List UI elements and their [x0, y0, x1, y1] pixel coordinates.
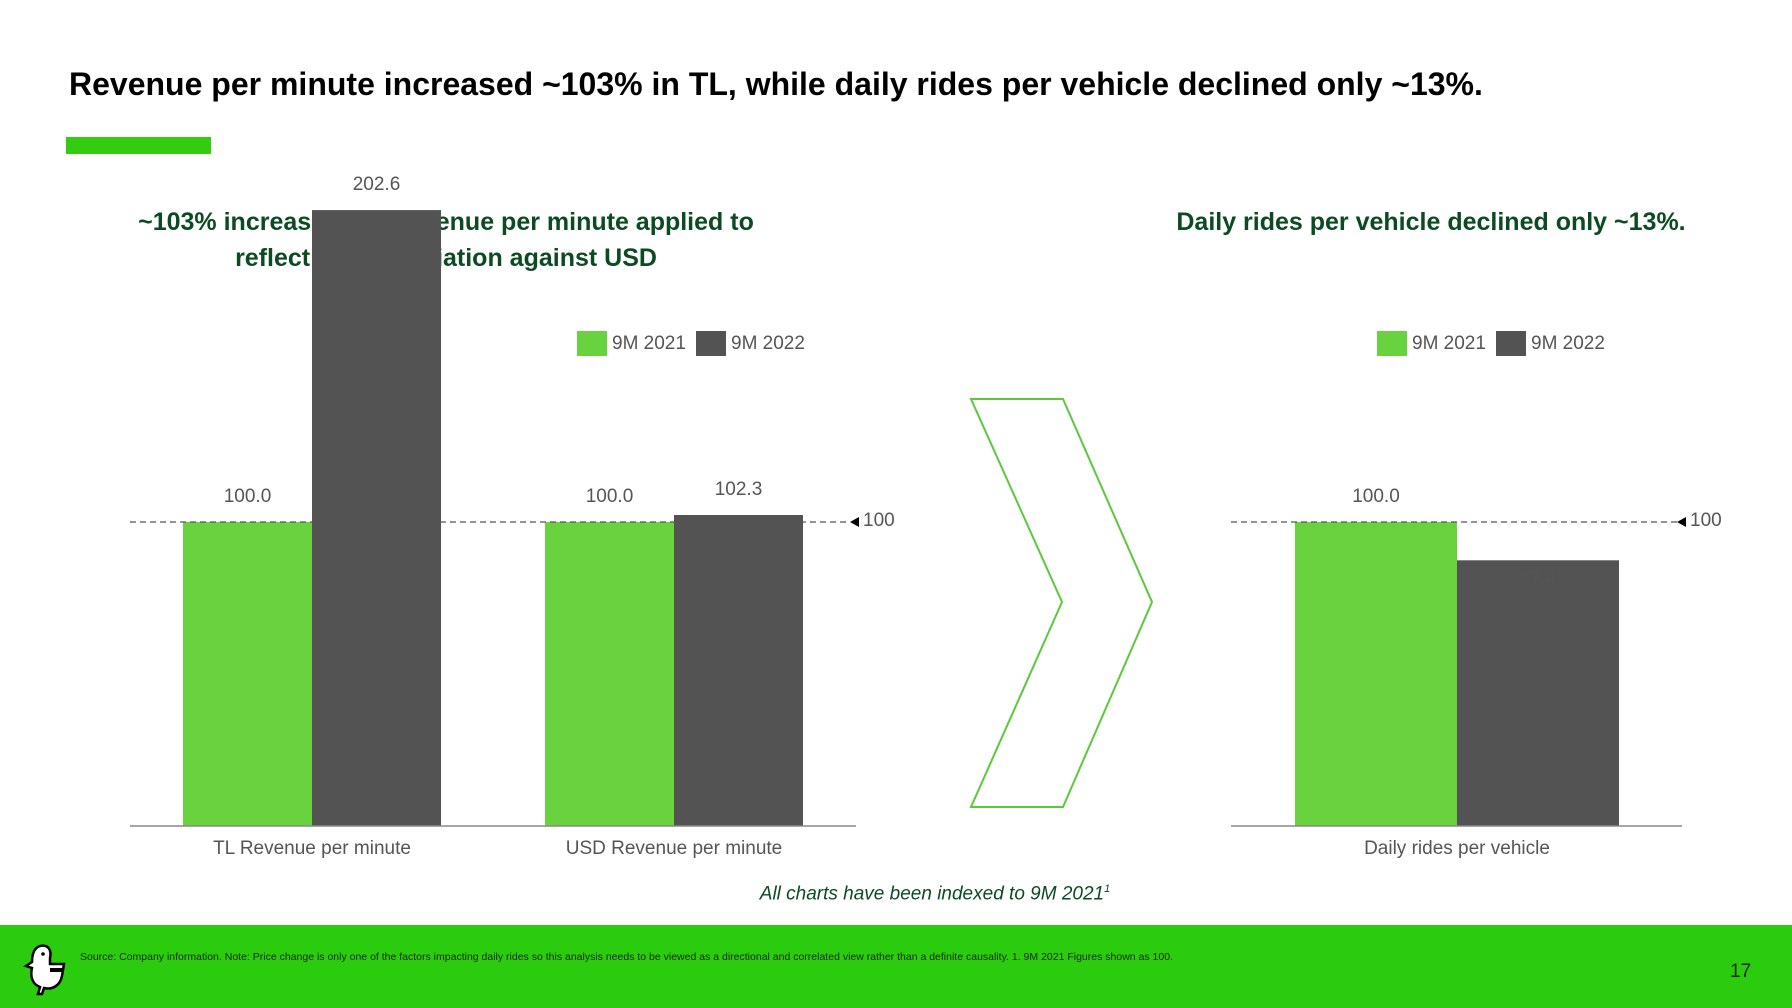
page-number: 17 [1730, 961, 1752, 982]
legend-swatch-9m-2022 [1496, 331, 1526, 356]
right-chart [1231, 517, 1686, 827]
left-subtitle-line-1: ~103% increase in TL revenue per minute … [138, 208, 754, 236]
left-subtitle-line-2: reflect TL depreciation against USD [235, 244, 657, 272]
legend-label: 9M 2021 [612, 333, 686, 354]
bar-9m-2021 [545, 522, 674, 826]
left-chart [130, 210, 859, 827]
index-note-text: All charts have been indexed to 9M 2021 [759, 883, 1105, 905]
bar-9m-2022 [1457, 560, 1619, 826]
reference-triangle-icon [1677, 517, 1686, 527]
bar-value-label: 87.4 [1519, 568, 1557, 590]
bar-9m-2021 [1295, 522, 1457, 826]
index-note: All charts have been indexed to 9M 20211 [760, 883, 1110, 905]
category-label: TL Revenue per minute [213, 838, 411, 859]
bar-value-label: 100.0 [1352, 486, 1400, 507]
footer-bar [0, 925, 1792, 1008]
reference-triangle-icon [850, 517, 859, 527]
index-note-footnote: 1 [1104, 883, 1111, 895]
slide-title: Revenue per minute increased ~103% in TL… [69, 66, 1483, 102]
bar-value-label: 102.3 [714, 479, 763, 500]
bar-9m-2021 [183, 522, 312, 826]
chevron-arrow-icon [969, 398, 1154, 808]
reference-label: 100 [1690, 510, 1722, 531]
legend-swatch-9m-2022 [696, 331, 726, 356]
legend-label: 9M 2022 [731, 333, 805, 354]
source-note: Source: Company information. Note: Price… [80, 951, 1173, 963]
bar-value-label: 100.0 [585, 486, 634, 507]
title-accent-bar [66, 137, 211, 154]
category-label: USD Revenue per minute [565, 838, 783, 859]
legend-swatch-9m-2021 [577, 331, 607, 356]
bar-value-label: 100.0 [223, 486, 272, 507]
legend-label: 9M 2021 [1412, 333, 1486, 354]
bar-9m-2022 [674, 515, 803, 826]
category-label: Daily rides per vehicle [1364, 838, 1550, 859]
legend-label: 9M 2022 [1531, 333, 1605, 354]
right-chart-subtitle: Daily rides per vehicle declined only ~1… [1176, 208, 1686, 236]
legend-swatch-9m-2021 [1377, 331, 1407, 356]
bar-value-label: 202.6 [352, 174, 401, 196]
reference-label: 100 [863, 510, 895, 531]
left-chart-subtitle: ~103% increase in TL revenue per minute … [96, 204, 796, 276]
bar-9m-2022 [312, 210, 441, 826]
duck-logo-icon [23, 944, 66, 996]
